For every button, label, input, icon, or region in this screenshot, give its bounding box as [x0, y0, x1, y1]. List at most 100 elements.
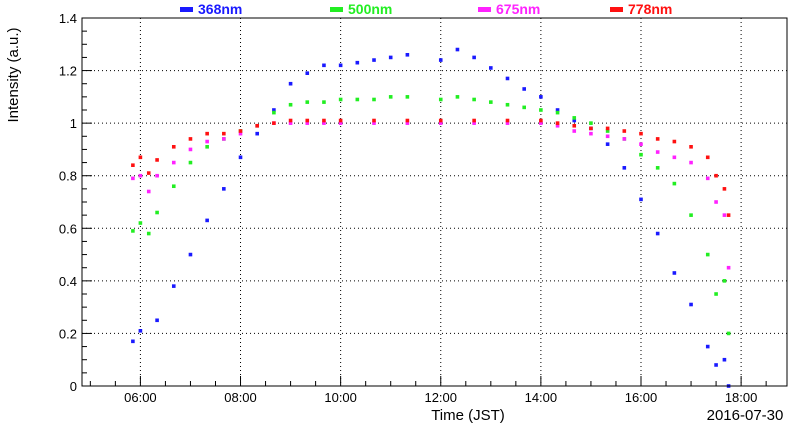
data-point	[272, 121, 276, 125]
data-point	[131, 176, 135, 181]
y-tick-label: 1	[70, 116, 77, 131]
data-point	[438, 121, 443, 125]
data-point	[288, 102, 293, 107]
data-point	[605, 126, 610, 131]
legend: 368nm 500nm 675nm 778nm	[180, 1, 672, 17]
data-point	[322, 121, 326, 125]
y-tick-label: 0.2	[59, 326, 77, 341]
data-point	[388, 55, 393, 60]
y-tick-label: 0.6	[59, 221, 77, 236]
data-point	[131, 229, 135, 233]
data-point	[455, 95, 460, 99]
data-point	[689, 160, 693, 165]
data-point	[555, 121, 560, 125]
data-point	[405, 53, 410, 57]
data-point	[489, 100, 493, 104]
data-point	[714, 173, 718, 178]
data-point	[355, 97, 360, 102]
y-tick-label: 0.8	[59, 169, 77, 184]
data-point	[672, 139, 677, 144]
data-point	[188, 252, 193, 257]
x-tick-label: 16:00	[625, 390, 658, 405]
data-point	[689, 302, 693, 307]
data-point	[222, 137, 226, 141]
data-point	[355, 60, 360, 65]
data-point	[305, 121, 310, 125]
data-point	[622, 129, 627, 133]
data-point	[171, 184, 176, 189]
data-point	[505, 102, 510, 107]
data-point	[138, 221, 143, 225]
data-point	[155, 318, 159, 323]
data-point	[505, 76, 510, 81]
data-point	[322, 63, 326, 68]
data-point	[605, 134, 610, 139]
data-point	[726, 213, 731, 217]
data-point	[589, 126, 593, 131]
data-point	[639, 131, 643, 136]
data-point	[689, 213, 693, 217]
data-point	[639, 197, 643, 202]
data-point	[722, 213, 727, 217]
data-point	[672, 181, 677, 186]
data-point	[539, 118, 543, 123]
data-point	[188, 137, 193, 141]
legend-label: 675nm	[496, 1, 540, 17]
data-point	[138, 173, 143, 178]
data-point	[505, 118, 510, 123]
data-point	[455, 47, 460, 52]
data-point	[522, 105, 526, 110]
data-point	[539, 121, 543, 125]
data-point	[405, 118, 410, 123]
data-point	[338, 121, 343, 125]
legend-label: 368nm	[198, 1, 242, 17]
data-point	[146, 189, 151, 194]
data-point	[555, 108, 560, 112]
x-tick-label: 08:00	[224, 390, 257, 405]
data-point	[522, 87, 526, 91]
data-point	[639, 142, 643, 146]
data-point	[238, 131, 243, 136]
data-point	[238, 155, 243, 160]
data-point	[171, 284, 176, 288]
data-point	[555, 123, 560, 128]
data-point	[155, 210, 159, 215]
data-point	[605, 129, 610, 133]
data-point	[288, 121, 293, 125]
x-axis-title: Time (JST)	[431, 407, 505, 424]
legend-label: 500nm	[348, 1, 392, 17]
data-point	[672, 271, 677, 275]
y-tick-label: 1.4	[59, 11, 77, 26]
data-point	[505, 121, 510, 125]
data-point	[205, 145, 209, 149]
data-point	[146, 231, 151, 236]
data-point	[272, 108, 276, 112]
data-point	[622, 166, 627, 170]
data-point	[726, 331, 731, 336]
data-point	[205, 131, 209, 136]
y-tick-label: 0	[70, 379, 77, 394]
data-point	[138, 329, 143, 333]
data-point	[672, 155, 677, 160]
data-point	[305, 71, 310, 75]
data-point	[539, 95, 543, 99]
data-point	[572, 118, 577, 123]
data-point	[155, 158, 159, 162]
x-tick-label: 06:00	[124, 390, 157, 405]
data-point	[714, 200, 718, 204]
data-point	[472, 97, 476, 102]
data-point	[322, 100, 326, 104]
data-point	[305, 100, 310, 104]
data-point	[539, 108, 543, 112]
data-point	[372, 58, 376, 62]
legend-swatch	[610, 7, 623, 12]
data-point	[572, 116, 577, 120]
x-tick-label: 10:00	[324, 390, 357, 405]
data-point	[272, 110, 276, 115]
data-point	[639, 152, 643, 157]
data-point	[472, 55, 476, 60]
data-point	[322, 118, 326, 123]
data-point	[722, 187, 727, 191]
y-tick-label: 0.4	[59, 274, 77, 289]
data-points	[131, 47, 731, 388]
